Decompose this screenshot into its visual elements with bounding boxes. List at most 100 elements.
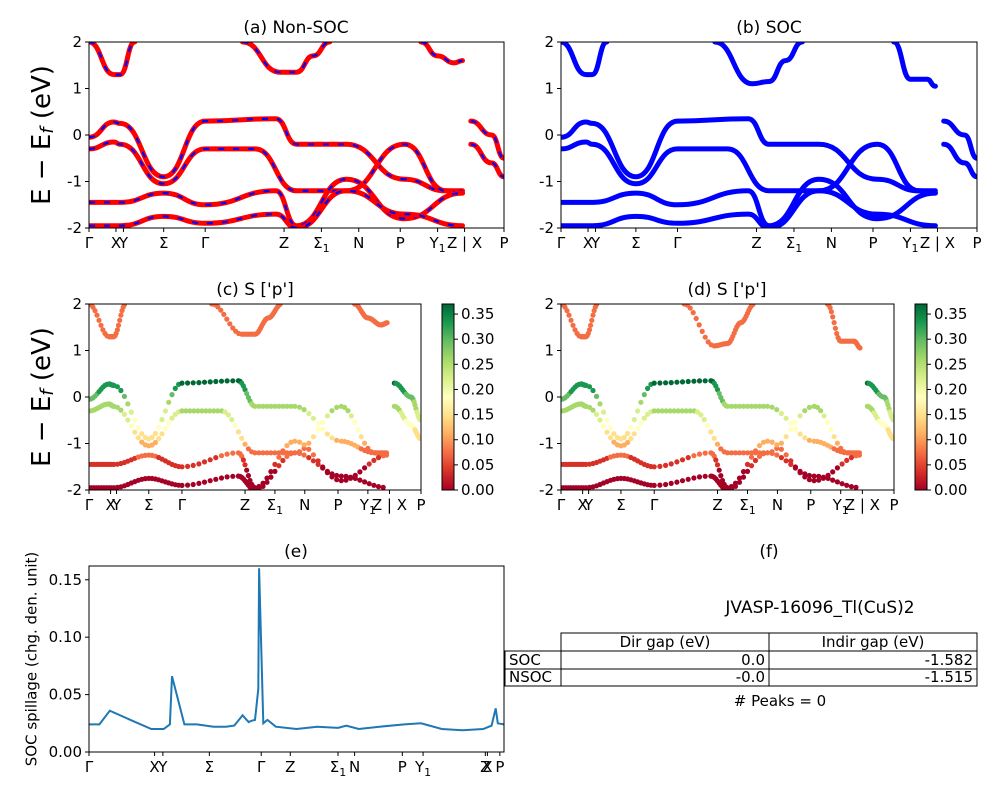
projected-point <box>711 435 717 441</box>
xtick-label: Z <box>279 234 289 252</box>
projected-point <box>252 450 258 456</box>
projected-point <box>345 408 351 414</box>
projected-point <box>699 328 705 334</box>
projected-point <box>218 453 225 459</box>
band-line <box>418 42 465 66</box>
panel-d-projected-bands <box>561 304 894 490</box>
xtick-label: P <box>499 234 508 252</box>
projected-point <box>280 403 286 409</box>
projected-point <box>811 478 817 484</box>
projected-point <box>357 477 363 483</box>
projected-point <box>114 327 120 333</box>
projected-point <box>657 380 663 386</box>
projected-point <box>329 471 335 477</box>
xtick-label: Z <box>285 758 295 776</box>
xtick-label: Y1 <box>429 234 446 255</box>
xtick-label: N <box>772 496 783 514</box>
projected-point <box>564 308 570 314</box>
xtick-label: X <box>111 234 121 252</box>
projected-point <box>334 404 340 410</box>
projected-point <box>651 380 657 386</box>
xtick-label: P <box>868 234 877 252</box>
projected-point <box>201 459 208 465</box>
projected-point <box>600 423 607 429</box>
projected-point <box>698 412 704 418</box>
projected-point <box>211 408 217 414</box>
ytick-label: 0 <box>72 126 82 144</box>
xtick-label: N <box>826 234 837 252</box>
projected-point <box>343 477 349 483</box>
xtick-label: X <box>583 234 593 252</box>
projected-point <box>830 314 836 320</box>
projected-point <box>702 334 708 340</box>
projected-point <box>834 330 840 337</box>
projected-point <box>828 427 834 433</box>
projected-point <box>288 403 294 409</box>
projected-point <box>118 312 124 318</box>
colorbar-tick-label: 0.05 <box>461 456 494 474</box>
projected-point <box>679 408 685 414</box>
projected-point <box>227 321 233 327</box>
xtick-label: P <box>495 758 504 776</box>
projected-point <box>675 408 681 414</box>
projected-point <box>783 434 789 440</box>
xtick-label: N <box>353 234 364 252</box>
projected-point <box>728 486 735 490</box>
xtick-label: Z <box>751 234 761 252</box>
projected-point <box>218 378 225 384</box>
projected-point <box>213 378 219 385</box>
projected-point <box>651 482 657 488</box>
projected-point <box>778 446 785 452</box>
projected-point <box>190 462 196 468</box>
colorbar-tick-label: 0.20 <box>934 380 967 398</box>
ytick-label: 2 <box>72 33 82 51</box>
projected-point <box>890 417 894 423</box>
ytick-label: 0.00 <box>49 743 82 761</box>
projected-point <box>586 384 593 390</box>
projected-point <box>802 408 808 414</box>
projected-point <box>260 403 266 409</box>
projected-point <box>207 379 213 385</box>
projected-point <box>718 446 724 452</box>
projected-point <box>284 450 290 456</box>
table-col-dir-gap: Dir gap (eV) <box>620 633 711 651</box>
projected-point <box>149 434 155 441</box>
projected-point <box>296 450 303 456</box>
projected-point <box>724 487 731 490</box>
projected-point <box>256 450 262 456</box>
projected-point <box>607 435 614 441</box>
projected-point <box>764 403 771 409</box>
projected-point <box>235 429 241 435</box>
projected-point <box>716 390 722 397</box>
projected-point <box>128 409 134 415</box>
xtick-label: Y <box>111 496 122 514</box>
projected-point <box>230 450 236 456</box>
projected-point <box>166 420 172 426</box>
projected-point <box>774 442 780 448</box>
projected-point <box>674 479 680 485</box>
projected-point <box>736 479 743 485</box>
projected-point <box>848 455 855 461</box>
projected-point <box>830 477 836 483</box>
colorbar-tick-label: 0.30 <box>934 330 967 348</box>
projected-point <box>218 475 225 481</box>
projected-point <box>611 439 617 445</box>
xtick-label: Z | X <box>920 234 955 252</box>
projected-point <box>201 379 208 385</box>
xtick-label: P <box>972 234 981 252</box>
panel-c-projected-bands <box>89 304 421 490</box>
projected-point <box>760 439 767 445</box>
projected-point <box>152 439 158 446</box>
projected-point <box>783 415 789 421</box>
projected-point <box>224 451 230 457</box>
ytick-label: -2 <box>67 219 82 237</box>
projected-point <box>190 481 196 488</box>
projected-point <box>183 408 189 414</box>
projected-point <box>679 478 686 484</box>
projected-point <box>196 461 202 467</box>
ytick-label: 0.05 <box>49 686 82 704</box>
xtick-label: P <box>398 758 407 776</box>
projected-point <box>306 455 312 461</box>
projected-point <box>135 425 141 431</box>
xtick-label: Γ <box>201 234 210 252</box>
